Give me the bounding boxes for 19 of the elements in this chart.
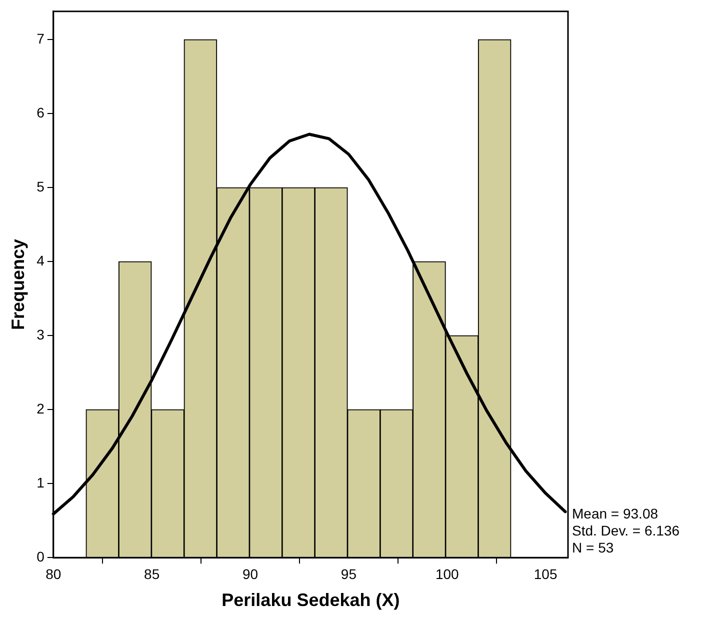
y-tick-label: 2 (36, 400, 45, 416)
x-tick-label: 105 (534, 566, 558, 582)
x-tick-label: 95 (340, 566, 357, 582)
text: Mean = 93.08 (572, 505, 658, 522)
text: N = 53 (572, 539, 614, 556)
y-tick-label: 7 (36, 30, 45, 46)
x-tick-label: 80 (46, 566, 62, 582)
y-axis-title: Frequency (8, 238, 28, 330)
y-tick-label: 6 (36, 104, 45, 120)
y-tick-label: 1 (36, 474, 45, 490)
x-tick-label: 100 (435, 566, 460, 582)
x-tick-label: 90 (242, 566, 258, 582)
y-tick-label: 3 (36, 326, 45, 342)
y-tick-label: 0 (36, 548, 45, 564)
x-axis-title: Perilaku Sedekah (X) (222, 590, 400, 610)
y-tick-label: 5 (36, 178, 45, 194)
text: Std. Dev. = 6.136 (572, 522, 680, 538)
y-tick-label: 4 (36, 252, 45, 268)
x-tick-label: 85 (144, 566, 160, 582)
